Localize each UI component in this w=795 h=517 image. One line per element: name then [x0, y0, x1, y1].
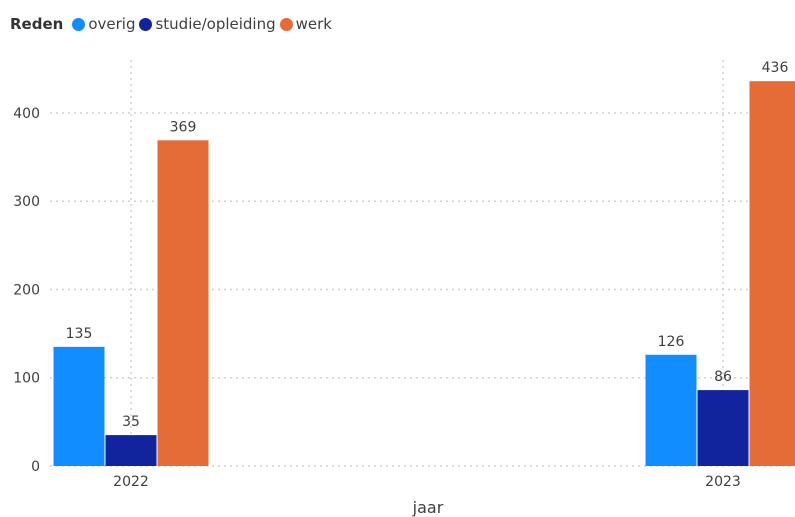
gridlines	[50, 60, 795, 467]
data-labels: 135 35 369 126 86 436	[66, 60, 789, 430]
bar-werk-2022[interactable]	[157, 140, 209, 467]
bar-studie-opleiding-2023[interactable]	[697, 390, 749, 466]
bar-overig-2023[interactable]	[645, 354, 697, 466]
bars	[53, 81, 795, 467]
bar-studie-opleiding-2022[interactable]	[105, 435, 157, 466]
legend-item-overig[interactable]: overig	[72, 15, 135, 33]
legend-swatch-werk	[279, 17, 293, 31]
y-tick-label-200: 200	[13, 282, 40, 298]
bar-werk-2023[interactable]	[749, 81, 795, 466]
data-label-studie-opleiding-2023: 86	[714, 369, 732, 385]
bar-overig-2022[interactable]	[53, 346, 105, 466]
y-axis-ticks: 0 100 200 300 400	[13, 106, 40, 475]
legend-item-werk[interactable]: werk	[279, 15, 332, 33]
x-axis-ticks: 2022 2023	[113, 474, 741, 490]
x-tick-label-2023: 2023	[705, 474, 741, 490]
legend-label-werk: werk	[295, 15, 332, 33]
y-tick-label-0: 0	[31, 459, 40, 475]
legend-label-overig: overig	[88, 15, 136, 33]
x-axis-title: jaar	[412, 498, 444, 517]
x-tick-label-2022: 2022	[113, 474, 149, 490]
legend-swatch-studie-opleiding	[139, 17, 153, 31]
y-tick-label-400: 400	[13, 106, 40, 122]
data-label-werk-2022: 369	[170, 119, 197, 135]
legend-item-studie-opleiding[interactable]: studie/opleiding	[139, 15, 276, 33]
data-label-werk-2023: 436	[762, 60, 789, 76]
legend-swatch-overig	[72, 17, 86, 31]
legend-title: Reden	[10, 15, 64, 33]
data-label-overig-2023: 126	[658, 334, 685, 350]
data-label-studie-opleiding-2022: 35	[122, 414, 140, 430]
data-label-overig-2022: 135	[66, 326, 93, 342]
chart-legend: Reden overig studie/opleiding werk	[10, 13, 336, 35]
y-tick-label-300: 300	[13, 194, 40, 210]
legend-label-studie-opleiding: studie/opleiding	[155, 15, 276, 33]
y-tick-label-100: 100	[13, 371, 40, 387]
